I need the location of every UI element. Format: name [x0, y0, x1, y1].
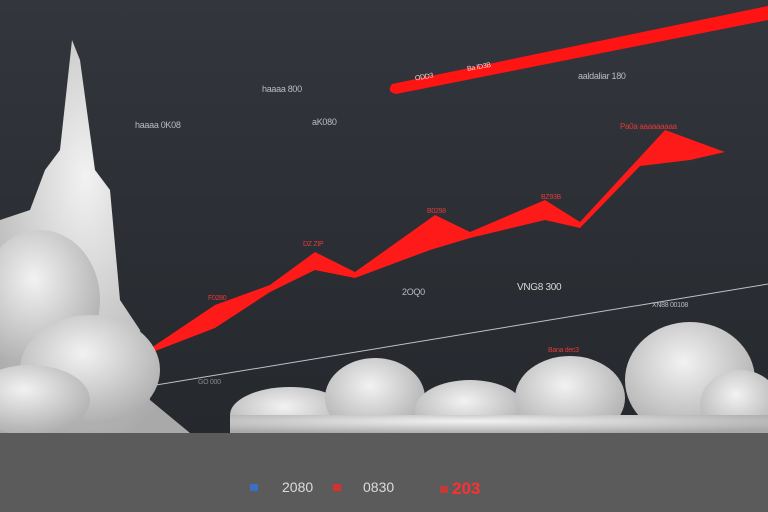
label-mid-b: aK080	[312, 117, 337, 127]
legend-item-2: 0830	[333, 479, 394, 495]
label-mid-a: haaaa 800	[262, 84, 302, 94]
trend-line	[149, 283, 768, 387]
peak-label-5: Pa0a aaaaaaaaa	[620, 122, 677, 131]
label-top-right: aaldaliar 180	[578, 71, 626, 81]
legend-swatch-red-2	[440, 485, 448, 493]
low-left-label: GO 000	[198, 379, 221, 386]
legend-label-3: 203	[452, 479, 481, 498]
label-left-a: haaaa 0K08	[135, 120, 181, 130]
legend-item-3: 203	[440, 479, 480, 499]
legend-swatch-blue	[250, 483, 258, 491]
legend-swatch-red	[333, 483, 341, 491]
peak-label-3: B0298	[427, 208, 446, 215]
legend-label-1: 2080	[282, 479, 314, 495]
red-band	[389, 6, 768, 94]
peak-label-4: BZ93B	[541, 194, 561, 201]
axis-label-b: VNG8 300	[517, 282, 562, 293]
axis-label-a: 2OQ0	[402, 287, 425, 297]
red-note: Bana dec3	[548, 347, 579, 354]
axis-label-c: XN88 00108	[652, 302, 688, 309]
legend-label-2: 0830	[363, 479, 395, 495]
red-line-series	[148, 130, 725, 353]
peak-label-1: DZ ZIP	[303, 241, 324, 248]
legend-bar: 2080 0830 203	[0, 433, 768, 512]
legend-item-1: 2080	[250, 479, 313, 495]
peak-label-2: F0280	[208, 295, 227, 302]
cloud-plume	[0, 40, 190, 435]
cloud-bank	[230, 322, 768, 443]
